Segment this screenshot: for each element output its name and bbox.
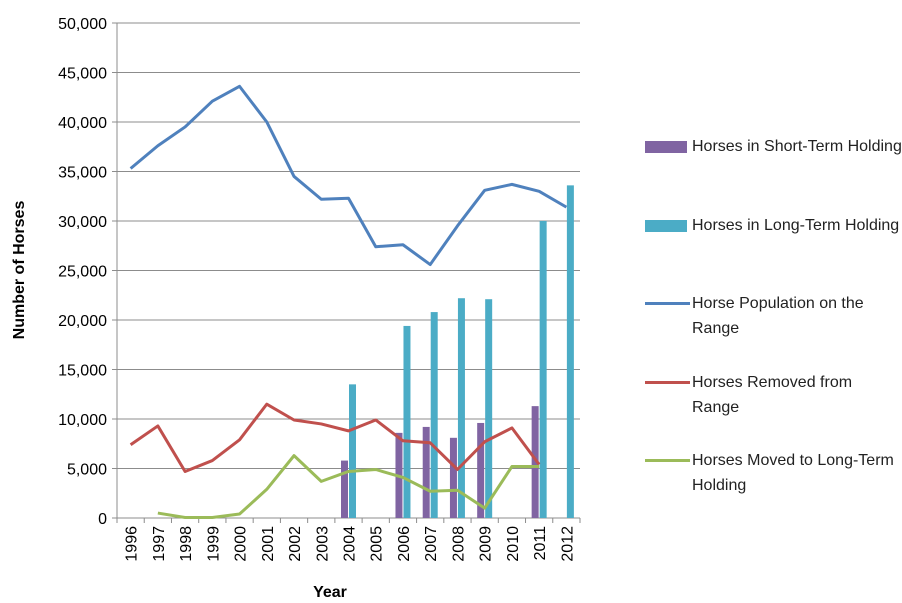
legend-item: Horses Removed from Range <box>645 370 902 449</box>
x-tick-label: 2003 <box>314 526 331 562</box>
x-tick-label: 2006 <box>396 526 413 562</box>
y-tick-label: 35,000 <box>58 165 107 182</box>
legend-item: Horse Population on the Range <box>645 291 902 370</box>
legend-swatch <box>645 459 690 462</box>
y-tick-label: 40,000 <box>58 115 107 132</box>
bar <box>566 185 574 519</box>
x-tick-label: 2005 <box>369 526 386 562</box>
y-axis-label: Number of Horses <box>11 201 28 340</box>
legend-swatch <box>645 380 690 384</box>
x-tick-label: 1999 <box>205 526 222 562</box>
x-tick-label: 1998 <box>178 526 195 562</box>
legend-item: Horses in Long-Term Holding <box>645 213 902 292</box>
y-tick-label: 0 <box>98 511 107 528</box>
bar <box>403 325 411 518</box>
y-tick-label: 50,000 <box>58 16 107 33</box>
y-tick-label: 5,000 <box>67 462 107 479</box>
x-tick-label: 1996 <box>124 526 141 562</box>
x-tick-label: 2008 <box>450 526 467 562</box>
x-tick-label: 2010 <box>505 526 522 562</box>
bar <box>422 426 430 518</box>
legend-label: Horses Moved to Long-Term Holding <box>692 452 894 494</box>
y-tick-label: 15,000 <box>58 363 107 380</box>
x-tick-label: 2002 <box>287 526 304 562</box>
y-tick-label: 10,000 <box>58 412 107 429</box>
legend: Horses in Short-Term Holding Horses in Lo… <box>645 134 902 527</box>
bar <box>477 422 485 518</box>
legend-swatch <box>645 141 687 153</box>
y-tick-label: 20,000 <box>58 313 107 330</box>
x-tick-label: 2004 <box>342 526 359 562</box>
y-tick-label: 25,000 <box>58 264 107 281</box>
x-axis-label: Year <box>313 584 347 601</box>
bar <box>539 221 547 518</box>
legend-label: Horse Population on the Range <box>692 295 864 337</box>
x-tick-label: 2000 <box>233 526 250 562</box>
legend-swatch <box>645 302 690 305</box>
y-tick-label: 30,000 <box>58 214 107 231</box>
bar <box>349 384 356 518</box>
legend-label: Horses Removed from Range <box>692 373 853 416</box>
line <box>157 454 540 520</box>
line <box>129 402 541 473</box>
legend-item: Horses Moved to Long-Term Holding <box>645 448 902 527</box>
bar <box>485 299 493 518</box>
x-tick-label: 2011 <box>532 526 549 561</box>
bar <box>457 298 465 518</box>
legend-swatch <box>645 219 687 232</box>
x-tick-label: 2001 <box>260 526 277 562</box>
legend-label: Horses in Long-Term Holding <box>692 216 900 234</box>
legend-item: Horses in Short-Term Holding <box>645 134 902 213</box>
bar <box>430 312 438 518</box>
legend-label: Horses in Short-Term Holding <box>692 138 902 155</box>
x-tick-label: 2007 <box>423 526 440 562</box>
bar <box>341 460 348 518</box>
line <box>129 84 568 267</box>
bar <box>531 406 539 518</box>
bar <box>449 437 457 518</box>
x-tick-label: 2012 <box>559 526 576 562</box>
x-tick-label: 1997 <box>151 526 168 562</box>
x-tick-label: 2009 <box>478 526 495 562</box>
y-tick-label: 45,000 <box>58 66 107 83</box>
